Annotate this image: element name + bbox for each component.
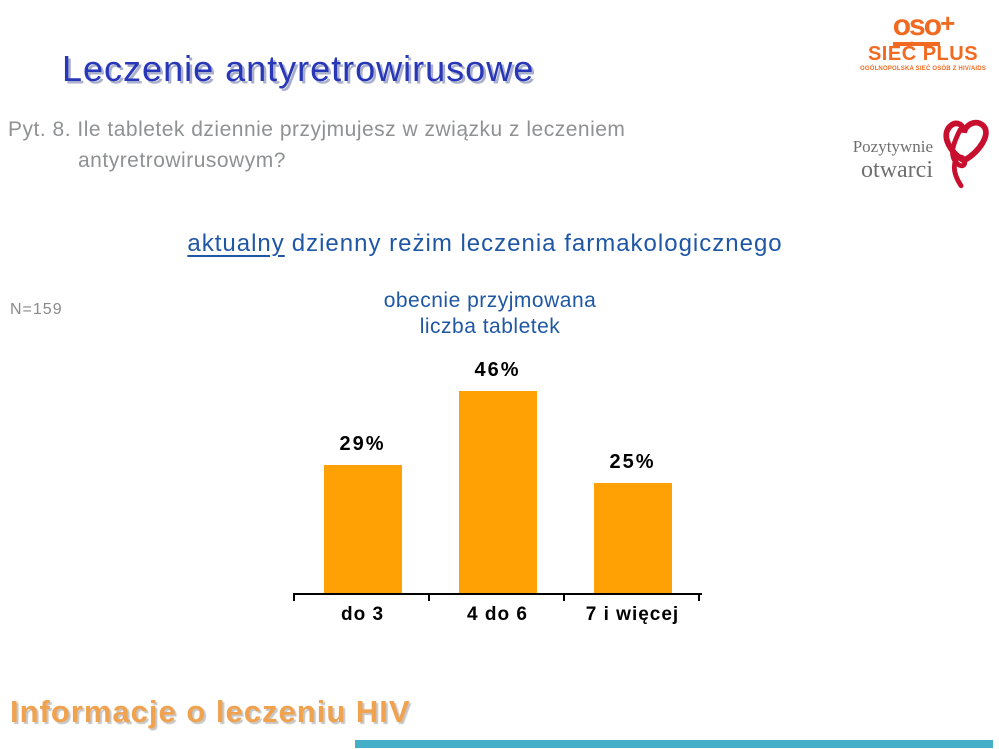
oso-glyph: oso xyxy=(892,9,942,46)
axis-tick xyxy=(428,595,430,601)
heart-ribbon-icon xyxy=(943,119,989,189)
subtitle-rest: dzienny reżim leczenia farmakologicznego xyxy=(291,230,783,257)
bar-chart: 29% 46% 25% xyxy=(295,350,700,593)
category-label: 7 i więcej xyxy=(585,604,680,625)
question-text: Pyt. 8. Ile tabletek dziennie przyjmujes… xyxy=(8,114,625,176)
section-subtitle: aktualny dzienny reżim leczenia farmakolo… xyxy=(0,230,970,258)
pozytywnie-otwarci-logo: Pozytywnie otwarci xyxy=(833,112,993,190)
question-line-2: antyretrowirusowym? xyxy=(78,149,286,172)
axis-tick xyxy=(293,595,295,601)
subtitle-underlined-word: aktualny xyxy=(187,230,285,257)
x-axis-labels: do 3 4 do 6 7 i więcej xyxy=(295,604,700,626)
question-line-1: Pyt. 8. Ile tabletek dziennie przyjmujes… xyxy=(8,118,626,141)
x-axis xyxy=(293,593,702,603)
bar-group: 25% xyxy=(565,350,700,593)
pozytywnie-label: Pozytywnie xyxy=(852,137,933,156)
bar-value-label: 25% xyxy=(609,451,656,473)
plus-glyph: + xyxy=(940,8,955,38)
siec-plus-name: SIEĆ PLUS xyxy=(867,43,979,65)
siec-plus-logo-icon: oso+ xyxy=(853,8,993,46)
bar xyxy=(323,465,402,593)
siec-plus-logo: oso+ SIEĆ PLUS OGÓLNOPOLSKA SIEĆ OSÓB Z … xyxy=(853,8,993,72)
bar-value-label: 46% xyxy=(474,359,521,381)
page-title: Leczenie antyretrowirusowe xyxy=(62,48,535,89)
footer-accent-bar xyxy=(355,740,993,748)
chart-title: obecnie przyjmowana liczba tabletek xyxy=(0,288,980,340)
axis-tick xyxy=(563,595,565,601)
pozytywnie-otwarci-text: Pozytywnie otwarci xyxy=(852,137,933,183)
chart-title-line-1: obecnie przyjmowana xyxy=(383,289,597,312)
footer-title: Informacje o leczeniu HIV xyxy=(10,694,411,729)
bar-group: 29% xyxy=(295,350,430,593)
bar xyxy=(458,391,537,593)
bar xyxy=(593,483,672,593)
siec-plus-tagline: OGÓLNOPOLSKA SIEĆ OSÓB Z HIV/AIDS xyxy=(859,66,987,72)
bar-value-label: 29% xyxy=(339,433,386,455)
bar-group: 46% xyxy=(430,350,565,593)
category-label: 4 do 6 xyxy=(467,604,528,625)
category-label: do 3 xyxy=(340,604,385,625)
sample-size-label: N=159 xyxy=(10,301,63,318)
otwarci-label: otwarci xyxy=(861,156,933,183)
chart-title-line-2: liczba tabletek xyxy=(419,315,561,338)
axis-tick xyxy=(698,595,700,601)
